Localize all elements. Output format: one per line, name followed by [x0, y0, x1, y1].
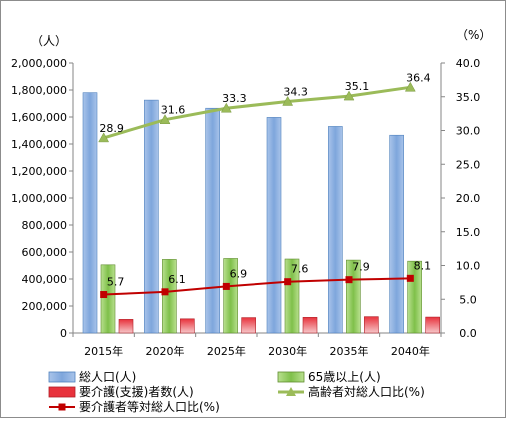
x-tick-label: 2025年 — [207, 344, 246, 358]
bar — [241, 317, 256, 334]
right-axis-unit: （%） — [456, 28, 491, 42]
data-label: 33.3 — [222, 92, 247, 105]
right-tick-label: 35.0 — [456, 91, 481, 104]
legend-square-marker — [58, 403, 66, 411]
triangle-marker — [98, 132, 110, 143]
data-label: 6.9 — [230, 267, 248, 280]
square-marker — [222, 282, 230, 290]
right-tick-label: 15.0 — [456, 226, 481, 239]
x-tick-label: 2020年 — [146, 344, 185, 358]
triangle-marker — [343, 90, 355, 101]
data-label: 5.7 — [107, 276, 125, 289]
legend-swatch — [48, 386, 76, 398]
x-tick-labels: 2015年 2020年 2025年 2030年 2035年 2040年 — [84, 344, 430, 358]
left-tick-label: 1,800,000 — [11, 84, 67, 97]
legend-label: 要介護(支援)者数(人) — [79, 384, 194, 399]
left-tick-label: 1,600,000 — [11, 111, 67, 124]
bars — [82, 92, 440, 334]
data-label: 28.9 — [99, 122, 124, 135]
right-tick-label: 20.0 — [456, 192, 481, 205]
right-tick-label: 10.0 — [456, 260, 481, 273]
data-label: 36.4 — [406, 71, 431, 84]
triangle-marker — [282, 95, 294, 106]
bar — [223, 258, 238, 334]
bar — [284, 258, 300, 334]
bar — [266, 117, 282, 334]
left-tick-label: 0 — [60, 327, 67, 340]
left-tick-label: 1,000,000 — [11, 192, 67, 205]
square-marker — [345, 276, 353, 284]
bar — [205, 107, 220, 334]
bar — [82, 92, 98, 334]
bar — [118, 319, 134, 334]
data-label: 31.6 — [161, 104, 186, 117]
square-marker — [161, 288, 169, 296]
series-line — [103, 85, 411, 140]
left-tick-label: 400,000 — [22, 273, 68, 286]
left-tick-label: 2,000,000 — [11, 57, 67, 70]
data-label: 34.3 — [283, 85, 308, 98]
x-tick-label: 2015年 — [84, 344, 123, 358]
legend-swatch — [277, 371, 305, 383]
triangle-marker — [220, 102, 232, 113]
triangle-marker — [159, 114, 171, 124]
data-label: 6.1 — [168, 273, 186, 286]
left-tick-label: 1,200,000 — [11, 165, 67, 178]
right-tick-label: 30.0 — [456, 125, 481, 138]
data-label: 7.6 — [291, 263, 309, 276]
bar — [162, 259, 177, 334]
bar — [389, 134, 404, 334]
right-tick-label: 40.0 — [456, 57, 481, 70]
left-tick-label: 200,000 — [22, 300, 68, 313]
triangle-marker — [404, 81, 416, 92]
right-tick-label: 25.0 — [456, 158, 481, 171]
left-tick-label: 1,400,000 — [11, 138, 67, 151]
legend-swatch — [48, 371, 76, 383]
left-tick-label: 800,000 — [22, 219, 68, 232]
bar — [364, 316, 379, 334]
data-label: 8.1 — [414, 259, 432, 272]
bar — [425, 316, 440, 334]
square-marker — [100, 291, 108, 299]
left-axis-unit: （人） — [31, 34, 67, 48]
legend-label: 高齢者対総人口比(%) — [308, 384, 425, 399]
legend-triangle-marker — [286, 387, 296, 396]
legend-label: 総人口(人) — [79, 370, 136, 384]
data-label: 35.1 — [345, 80, 370, 93]
line-series: 28.9 31.6 33.3 34.3 35.1 36.4 5.7 6.1 6.9 7.6 7.9 8… — [98, 71, 432, 299]
bar — [302, 317, 318, 334]
square-marker — [284, 278, 292, 286]
bar — [144, 99, 159, 334]
series-line — [103, 277, 411, 296]
x-tick-label: 2040年 — [391, 344, 430, 358]
square-marker — [406, 274, 414, 282]
legend: 総人口(人) 65歳以上(人) 要介護(支援)者数(人) 高齢者対総人口比(%) 要介護… — [48, 370, 425, 414]
x-tick-label: 2035年 — [330, 344, 369, 358]
axes: 0 200,000 400,000 600,000 800,000 1,000,000 1,… — [11, 57, 480, 340]
bar — [180, 318, 195, 334]
left-tick-label: 600,000 — [22, 246, 68, 259]
right-tick-label: 5.0 — [459, 293, 477, 306]
legend-label: 要介護者等対総人口比(%) — [79, 399, 220, 414]
x-tick-label: 2030年 — [268, 344, 307, 358]
legend-label: 65歳以上(人) — [308, 370, 381, 384]
bar — [328, 126, 343, 334]
right-tick-label: 0.0 — [459, 327, 477, 340]
data-label: 7.9 — [352, 261, 370, 274]
bar — [100, 264, 116, 334]
